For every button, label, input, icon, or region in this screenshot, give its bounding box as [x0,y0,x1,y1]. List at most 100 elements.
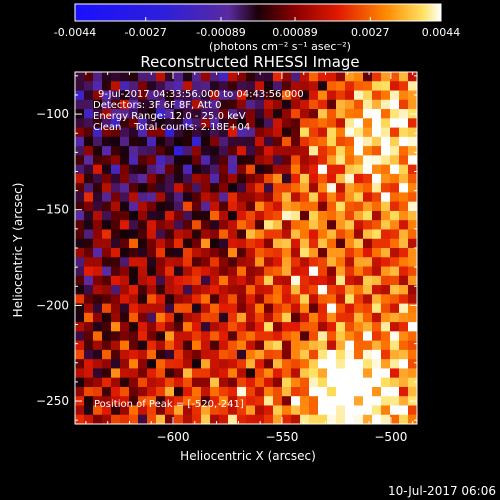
image-pixel [174,146,184,156]
image-pixel [390,164,400,175]
image-pixel [237,201,247,212]
image-pixel [219,331,229,342]
image-pixel [255,359,265,370]
image-pixel [165,359,175,370]
image-pixel [210,183,220,194]
image-pixel [255,81,265,92]
image-pixel [345,164,355,175]
image-pixel [309,201,319,212]
image-pixel [291,118,301,129]
image-pixel [327,285,337,295]
image-pixel [129,312,139,323]
image-pixel [138,164,148,175]
image-pixel [345,72,355,82]
image-pixel [381,331,391,342]
image-pixel [165,229,175,240]
image-pixel [156,294,166,305]
image-pixel [246,303,256,314]
image-pixel [111,72,121,82]
image-pixel [255,90,265,101]
image-pixel [327,414,337,424]
image-pixel [120,173,130,184]
image-pixel [138,396,148,407]
image-pixel [372,386,382,397]
image-pixel [210,229,220,240]
image-pixel [183,72,193,82]
image-pixel [84,312,94,323]
image-pixel [408,377,417,388]
image-pixel [111,294,121,305]
image-pixel [318,146,328,156]
image-pixel [192,312,202,323]
image-pixel [318,192,328,203]
image-pixel [174,192,184,203]
image-pixel [165,201,175,212]
image-pixel [390,109,400,119]
image-pixel [183,127,193,138]
image-pixel [147,405,157,416]
image-pixel [93,322,103,332]
image-pixel [390,396,400,407]
image-pixel [129,248,139,258]
image-pixel [138,414,148,424]
image-pixel [165,155,175,166]
image-pixel [255,248,265,258]
image-pixel [93,173,103,184]
image-pixel [381,414,391,424]
image-pixel [93,90,103,101]
image-pixel [273,303,283,314]
image-pixel [255,146,265,156]
image-pixel [255,220,265,231]
image-pixel [255,155,265,166]
image-pixel [318,386,328,397]
image-pixel [273,99,283,110]
image-pixel [390,118,400,129]
image-pixel [210,72,220,82]
image-pixel [120,248,130,258]
image-pixel [237,146,247,156]
image-pixel [345,183,355,194]
image-pixel [255,386,265,397]
image-pixel [381,386,391,397]
image-pixel [201,99,211,110]
image-pixel [219,238,229,249]
image-pixel [291,109,301,119]
image-pixel [210,192,220,203]
image-pixel [291,266,301,277]
image-pixel [201,414,211,424]
image-pixel [291,322,301,332]
image-pixel [345,109,355,119]
image-pixel [201,405,211,416]
image-pixel [93,164,103,175]
image-pixel [282,72,292,82]
image-pixel [138,72,148,82]
image-pixel [363,396,373,407]
image-pixel [192,266,202,277]
image-pixel [228,303,238,314]
image-pixel [399,322,409,332]
image-pixel [390,303,400,314]
image-pixel [399,377,409,388]
image-pixel [201,164,211,175]
image-pixel [345,359,355,370]
image-pixel [408,349,417,360]
image-pixel [237,136,247,147]
image-pixel [264,238,274,249]
image-pixel [102,405,112,416]
image-pixel [345,238,355,249]
image-pixel [129,322,139,332]
image-pixel [174,359,184,370]
image-pixel [273,136,283,147]
image-pixel [174,210,184,221]
image-pixel [336,248,346,258]
image-pixel [273,127,283,138]
image-pixel [345,349,355,360]
image-pixel [129,72,139,82]
image-pixel [84,155,94,166]
x-axis-ticks: −600 −550 −500 [85,72,414,444]
image-pixel [381,275,391,286]
image-pixel [390,377,400,388]
image-pixel [111,201,121,212]
peak-position-label: Position of Peak = [-520,-241] [94,399,244,410]
image-pixel [138,312,148,323]
